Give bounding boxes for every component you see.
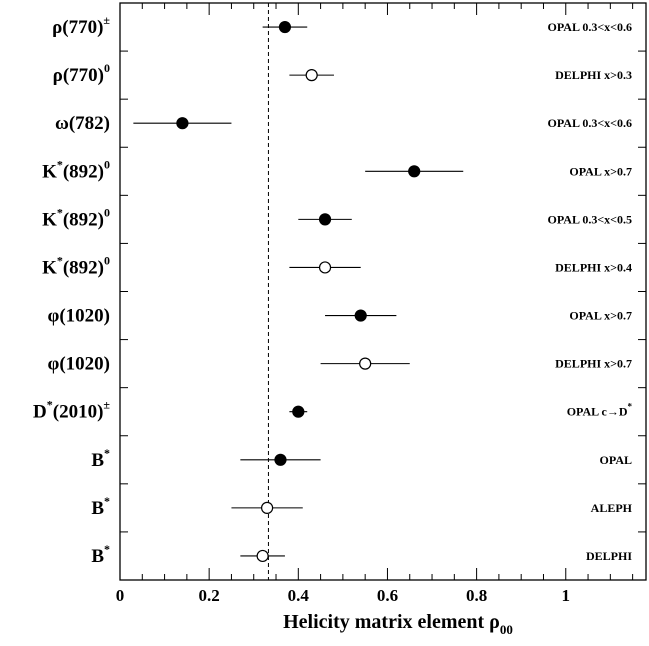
particle-label: D*(2010)± (33, 398, 110, 423)
experiment-label: OPAL x>0.7 (569, 164, 632, 178)
particle-label: B* (91, 542, 110, 567)
experiment-label: OPAL x>0.7 (569, 309, 632, 323)
particle-charge: * (104, 446, 110, 460)
experiment-label: OPAL 0.3<x<0.6 (548, 116, 632, 130)
particle-name: ρ(770) (52, 17, 103, 38)
data-point (305, 69, 318, 82)
experiment-name: OPAL 0.3<x<0.6 (548, 20, 632, 34)
particle-mass: (2010) (53, 402, 104, 423)
experiment-label: OPAL 0.3<x<0.5 (548, 212, 632, 226)
experiment-name: OPAL (600, 453, 632, 467)
particle-label: ω(782) (55, 113, 110, 134)
particle-name: K (42, 257, 57, 278)
data-point (256, 549, 269, 563)
data-points (133, 20, 464, 563)
data-point (176, 117, 189, 130)
particle-mass: (892) (63, 161, 104, 182)
experiment-name: OPAL 0.3<x<0.6 (548, 116, 632, 130)
experiment-sup: * (628, 402, 633, 412)
plot-frame (119, 2, 647, 581)
experiment-label: DELPHI (586, 549, 632, 563)
x-tick-label: 0.4 (288, 586, 310, 605)
data-point (274, 453, 287, 466)
experiment-label: ALEPH (591, 501, 633, 515)
particle-charge: 0 (104, 253, 110, 267)
particle-charge: ± (103, 398, 110, 412)
x-tick-label: 0 (116, 586, 125, 605)
particle-name: B (91, 450, 104, 471)
x-tick-labels: 0 0.2 0.4 0.6 0.8 1 (116, 586, 570, 605)
particle-name: B (91, 498, 104, 519)
particle-mass: (892) (63, 209, 104, 230)
particle-name: K (42, 161, 57, 182)
particle-name: D (33, 402, 47, 423)
particle-charge: ± (103, 13, 110, 27)
particle-name: K (42, 209, 57, 230)
experiment-label: OPAL c→D* (567, 402, 633, 419)
experiment-name: DELPHI (586, 549, 632, 563)
particle-mass: (892) (63, 257, 104, 278)
particle-label: K*(892)0 (42, 253, 110, 278)
particle-label: B* (91, 446, 110, 471)
data-point (261, 501, 274, 514)
experiment-name: DELPHI x>0.7 (555, 357, 632, 371)
particle-star: * (57, 253, 63, 267)
experiment-name: ALEPH (591, 501, 633, 515)
particle-charge: 0 (104, 205, 110, 219)
experiment-label: DELPHI x>0.4 (555, 260, 632, 274)
data-point (354, 309, 367, 322)
particle-name: B (91, 546, 104, 567)
particle-label: ρ(770)0 (53, 61, 110, 86)
experiment-name: OPAL 0.3<x<0.5 (548, 212, 632, 226)
particle-star: * (57, 205, 63, 219)
particle-name: ω(782) (55, 113, 110, 134)
data-point (318, 261, 332, 274)
particle-charge: * (104, 494, 110, 508)
x-tick-label: 0.6 (377, 586, 398, 605)
data-point (318, 213, 332, 226)
particle-charge: 0 (104, 61, 110, 75)
x-axis-title: Helicity matrix element ρ00 (283, 611, 513, 637)
experiment-name: OPAL x>0.7 (569, 309, 632, 323)
experiment-name: DELPHI x>0.4 (555, 260, 632, 274)
particle-name: ρ(770) (53, 65, 104, 86)
particle-label: B* (91, 494, 110, 519)
experiment-label: OPAL (600, 453, 632, 467)
particle-label: φ(1020) (47, 306, 110, 327)
particle-star: * (47, 398, 53, 412)
experiment-name: OPAL c→D (567, 405, 628, 419)
x-tick-label: 1 (562, 586, 571, 605)
data-point (408, 165, 421, 178)
experiment-label: OPAL 0.3<x<0.6 (548, 20, 632, 34)
data-point (292, 405, 305, 418)
particle-label: φ(1020) (47, 354, 110, 375)
x-axis-title-main: Helicity matrix element ρ (283, 611, 500, 633)
experiment-name: OPAL x>0.7 (569, 164, 632, 178)
particle-labels: ρ(770)±ρ(770)0ω(782)K*(892)0K*(892)0K*(8… (33, 13, 110, 567)
particle-name: φ(1020) (47, 354, 110, 375)
particle-label: K*(892)0 (42, 157, 110, 182)
experiment-label: DELPHI x>0.7 (555, 357, 632, 371)
data-point (359, 357, 372, 370)
particle-star: * (57, 157, 63, 171)
x-tick-label: 0.8 (466, 586, 487, 605)
experiment-labels: OPAL 0.3<x<0.6 DELPHI x>0.3 OPAL 0.3<x<0.6… (548, 20, 633, 563)
particle-name: φ(1020) (47, 306, 110, 327)
data-point (278, 20, 292, 34)
particle-charge: * (104, 542, 110, 556)
experiment-name: DELPHI x>0.3 (555, 68, 632, 82)
particle-label: K*(892)0 (42, 205, 110, 230)
x-axis-title-subscript: 00 (500, 622, 513, 637)
particle-charge: 0 (104, 157, 110, 171)
x-tick-label: 0.2 (199, 586, 220, 605)
experiment-label: DELPHI x>0.3 (555, 68, 632, 82)
axis-ticks (119, 3, 646, 580)
particle-label: ρ(770)± (52, 13, 110, 38)
